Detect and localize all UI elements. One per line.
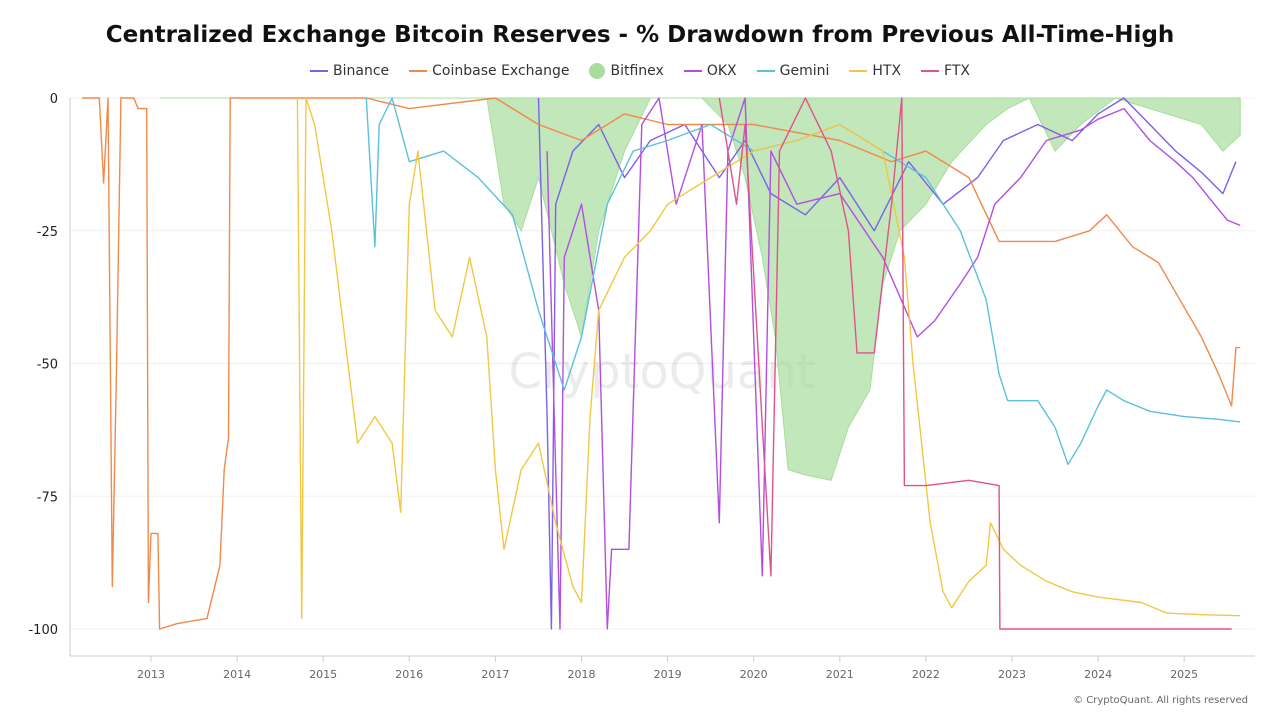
series-ftx-line	[718, 97, 1232, 630]
legend-label: Binance	[333, 63, 390, 79]
legend-item[interactable]: Binance	[310, 63, 389, 79]
x-tick-label: 2014	[223, 668, 251, 681]
y-tick-label: -100	[28, 623, 58, 638]
legend-label: FTX	[944, 63, 970, 79]
legend-swatch	[683, 70, 702, 72]
x-tick-label: 2023	[998, 668, 1026, 681]
chart-title: Centralized Exchange Bitcoin Reserves - …	[105, 22, 1175, 48]
watermark: CryptoQuant	[508, 344, 815, 400]
y-tick-label: 0	[50, 92, 58, 107]
x-tick-label: 2022	[912, 668, 940, 681]
legend-item[interactable]: Bitfinex	[589, 63, 664, 79]
series-bitfinex-area	[159, 97, 1241, 481]
legend-swatch	[409, 70, 428, 72]
legend-swatch	[921, 70, 940, 72]
y-tick-label: -25	[37, 225, 58, 240]
x-tick-label: 2025	[1170, 668, 1198, 681]
y-tick-label: -75	[37, 490, 58, 505]
legend-item[interactable]: Coinbase Exchange	[409, 63, 569, 79]
legend-label: Bitfinex	[610, 63, 664, 79]
x-tick-label: 2021	[826, 668, 854, 681]
legend-swatch	[849, 70, 868, 72]
legend-label: HTX	[872, 63, 902, 79]
x-tick-label: 2016	[395, 668, 423, 681]
series-coinbase-exchange-line	[82, 97, 1241, 630]
legend-item[interactable]: FTX	[921, 63, 970, 79]
legend-item[interactable]: Gemini	[756, 63, 830, 79]
legend-item[interactable]: OKX	[683, 63, 737, 79]
x-tick-label: 2019	[654, 668, 682, 681]
x-tick-label: 2018	[568, 668, 596, 681]
legend-label: Coinbase Exchange	[432, 63, 570, 79]
x-tick-label: 2024	[1084, 668, 1112, 681]
x-tick-label: 2017	[481, 668, 509, 681]
legend-swatch	[310, 70, 328, 72]
series-okx-line	[546, 97, 1241, 630]
credit: © CryptoQuant. All rights reserved	[1073, 695, 1248, 706]
x-tick-label: 2020	[740, 668, 768, 681]
legend-swatch	[756, 70, 775, 72]
legend-label: OKX	[706, 63, 737, 79]
legend-item[interactable]: HTX	[849, 63, 901, 79]
x-tick-label: 2013	[137, 668, 165, 681]
x-tick-label: 2015	[309, 668, 337, 681]
legend-label: Gemini	[779, 63, 830, 79]
legend: Binance Coinbase Exchange Bitfinex OKX Gemin…	[0, 63, 1280, 79]
legend-swatch	[589, 63, 606, 79]
y-tick-label: -50	[37, 358, 58, 373]
